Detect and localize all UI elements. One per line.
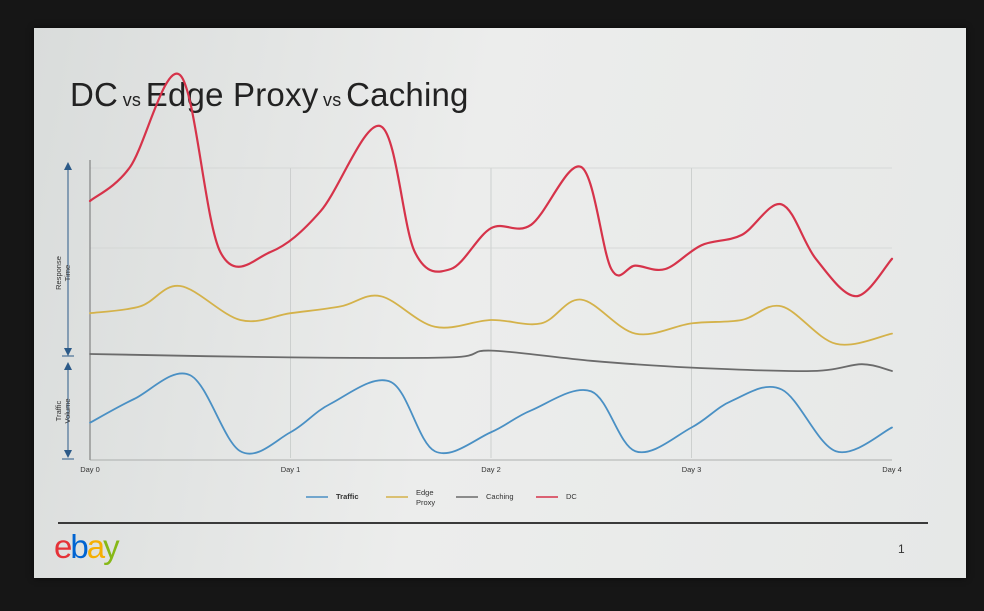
title-edge-proxy: Edge Proxy: [145, 76, 319, 113]
response-time-label: ResponseTime: [54, 256, 72, 290]
logo-letter-a: a: [86, 528, 105, 565]
arrow-head-up-icon: [64, 362, 72, 370]
x-tick-label: Day 4: [882, 465, 902, 474]
series-line-dc: [88, 72, 894, 298]
arrow-head-down-icon: [64, 348, 72, 356]
x-tick-label: Day 0: [80, 465, 100, 474]
series-line-edge-proxy: [89, 285, 893, 346]
title-vs-2: vs: [323, 90, 342, 110]
slide: DC vs Edge Proxy vs Caching ResponseTime…: [34, 28, 966, 578]
x-tick-label: Day 1: [281, 465, 301, 474]
legend-label: DC: [566, 492, 577, 501]
page-number: 1: [898, 542, 905, 556]
footer-divider: [58, 522, 928, 524]
series-line-traffic: [89, 372, 893, 455]
slide-title: DC vs Edge Proxy vs Caching: [70, 76, 469, 114]
legend-label: Traffic: [336, 492, 359, 501]
title-vs-1: vs: [122, 90, 142, 110]
traffic-volume-label: TrafficVolume: [54, 398, 72, 423]
ebay-logo: ebay: [54, 528, 120, 566]
x-tick-label: Day 2: [481, 465, 501, 474]
logo-letter-y: y: [103, 528, 119, 565]
legend-label: Edge Proxy: [416, 488, 435, 507]
arrow-head-up-icon: [64, 162, 72, 170]
logo-letter-e: e: [54, 528, 72, 565]
arrow-head-down-icon: [64, 450, 72, 458]
series-line-caching: [89, 349, 893, 372]
title-caching: Caching: [346, 76, 469, 113]
title-dc: DC: [70, 76, 119, 113]
legend-label: Caching: [486, 492, 514, 501]
x-tick-label: Day 3: [682, 465, 702, 474]
logo-letter-b: b: [70, 528, 88, 565]
line-chart: ResponseTime TrafficVolume Day 0 Day 1 Day 2…: [54, 72, 902, 507]
